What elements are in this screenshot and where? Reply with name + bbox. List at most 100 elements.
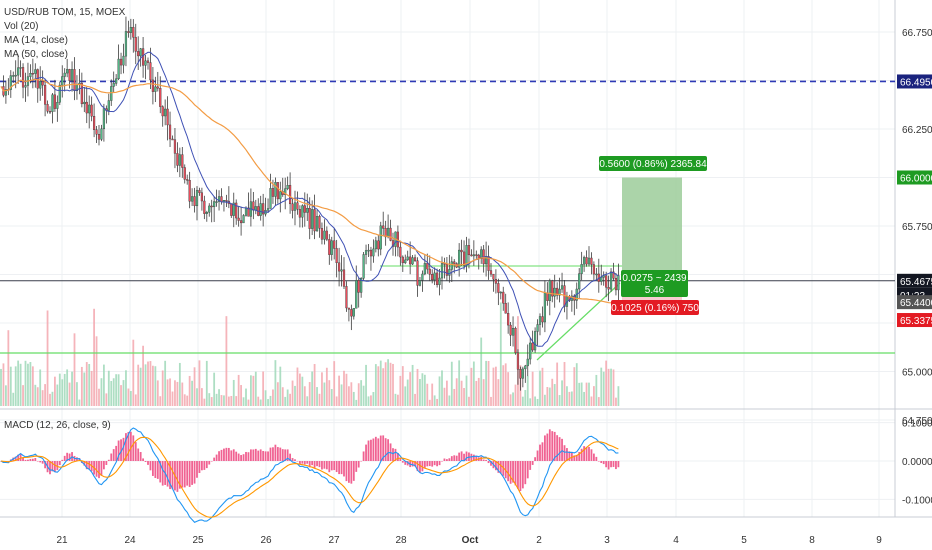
volume-bar (612, 369, 615, 406)
volume-bar (125, 370, 127, 406)
volume-bar (406, 379, 409, 406)
y-tick-label: 66.2500 (902, 125, 932, 136)
volume-bar (436, 398, 438, 406)
candle-body (526, 358, 529, 367)
volume-bar (112, 378, 115, 406)
macd-histogram-bar (171, 461, 174, 490)
macd-histogram-bar (597, 461, 600, 462)
candle-body (168, 124, 172, 140)
volume-bar (458, 360, 461, 406)
macd-histogram-bar (578, 451, 581, 461)
volume-bar (306, 396, 309, 406)
candle-body (338, 262, 341, 272)
volume-bar (51, 391, 54, 406)
volume-bar (259, 399, 262, 406)
volume-bar (426, 383, 429, 406)
macd-histogram-bar (497, 461, 500, 473)
macd-histogram-bar (218, 451, 220, 461)
volume-bar (362, 385, 365, 406)
volume-bar (39, 369, 42, 406)
macd-histogram-bar (289, 453, 291, 461)
macd-histogram-bar (220, 449, 223, 461)
volume-bar (544, 394, 546, 406)
volume-bar (281, 387, 284, 406)
macd-histogram-bar (188, 461, 191, 487)
volume-bar (566, 386, 568, 406)
macd-histogram-bar (573, 455, 576, 461)
volume-bar (9, 366, 12, 406)
macd-histogram-bar (235, 451, 238, 461)
legend-title: USD/RUB TOM, 15, MOEX (4, 7, 126, 18)
candle-body (560, 285, 564, 290)
volume-bar (186, 395, 189, 406)
macd-histogram-bar (561, 438, 563, 461)
volume-bar (446, 380, 448, 406)
volume-bar (122, 380, 125, 406)
volume-bar (450, 361, 453, 406)
macd-histogram-bar (284, 449, 287, 461)
macd-histogram-bar (144, 461, 147, 462)
macd-histogram-bar (392, 448, 394, 461)
volume-bar (325, 367, 328, 406)
macd-histogram-bar (17, 454, 20, 461)
macd-histogram-bar (24, 459, 27, 461)
candle-body (360, 278, 363, 293)
macd-histogram-bar (534, 457, 536, 461)
candle-body (516, 352, 520, 370)
macd-histogram-bar (350, 461, 353, 484)
candle-body (232, 202, 235, 216)
volume-bar (387, 359, 389, 406)
volume-bar (416, 368, 419, 406)
candle-body (293, 202, 297, 211)
volume-bar (88, 364, 91, 406)
macd-histogram-bar (357, 461, 360, 468)
volume-bar (470, 367, 473, 406)
volume-bar (66, 369, 69, 406)
macd-histogram-bar (237, 453, 240, 461)
x-tick-label: 3 (604, 535, 610, 546)
volume-bar (441, 370, 443, 406)
macd-histogram-bar (615, 461, 617, 470)
candle-body (34, 69, 37, 74)
volume-bar (240, 385, 242, 406)
candle-body (117, 58, 120, 80)
candle-body (546, 292, 549, 301)
candle-body (580, 263, 583, 274)
volume-bar (421, 373, 424, 406)
volume-bar (539, 370, 541, 406)
candle-body (440, 263, 444, 279)
candle-body (436, 272, 439, 285)
volume-bar (286, 389, 289, 406)
candle-body (590, 257, 593, 265)
candle-body (325, 230, 328, 240)
volume-bar (597, 397, 600, 406)
macd-histogram-bar (201, 461, 203, 471)
volume-bar (29, 362, 32, 406)
candle-body (134, 37, 137, 52)
volume-bar (78, 399, 81, 406)
volume-bar (558, 395, 561, 406)
macd-histogram-bar (34, 457, 37, 461)
candle-body (271, 188, 275, 197)
macd-histogram-bar (103, 461, 105, 470)
macd-legend: MACD (12, 26, close, 9) (4, 419, 111, 433)
macd-histogram-bar (311, 461, 314, 466)
macd-histogram-bar (367, 440, 370, 461)
candle-body (595, 273, 598, 276)
macd-histogram-bar (198, 461, 201, 473)
candle-body (296, 202, 299, 210)
candle-body (504, 303, 507, 314)
macd-histogram-bar (463, 453, 465, 461)
candle-body (431, 274, 434, 281)
candle-body (494, 279, 497, 284)
volume-bar (468, 396, 470, 406)
volume-bar (198, 360, 201, 406)
price-badge-label: 65.3375 (900, 316, 932, 327)
candle-body (521, 368, 524, 379)
macd-histogram-bar (58, 461, 61, 466)
volume-bar (414, 393, 416, 406)
candle-body (90, 104, 93, 117)
candle-body (345, 286, 348, 309)
candle-body (458, 249, 461, 268)
